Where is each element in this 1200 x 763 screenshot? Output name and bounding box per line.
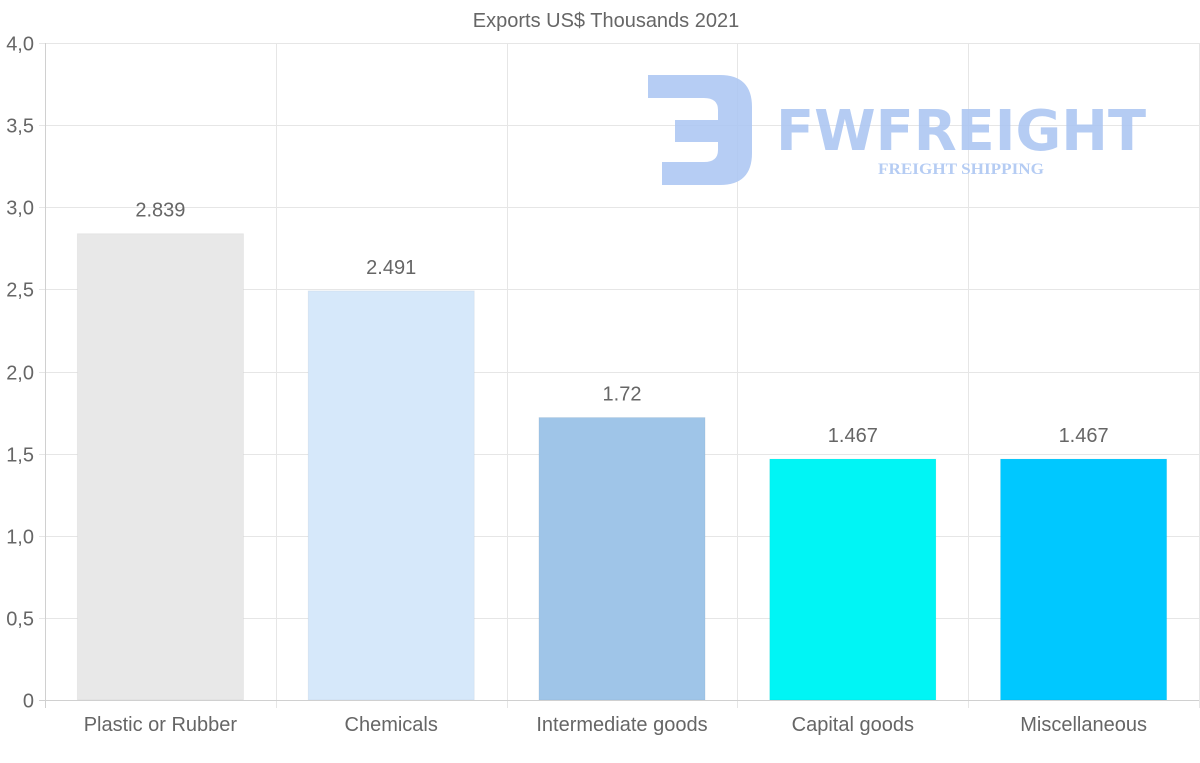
y-tick-label: 2,5 — [6, 280, 34, 302]
bar-value-label: 1.72 — [603, 383, 642, 405]
bar[interactable] — [538, 416, 706, 701]
bar[interactable] — [1000, 458, 1168, 701]
y-tick-label: 3,0 — [6, 198, 34, 220]
y-tick-label: 0,5 — [6, 609, 34, 631]
watermark-tagline: FREIGHT SHIPPING — [878, 161, 1045, 178]
bar-value-label: 1.467 — [828, 425, 878, 447]
x-tick-label: Plastic or Rubber — [84, 714, 238, 736]
y-tick-label: 3,5 — [6, 116, 34, 138]
watermark-logo-icon — [648, 75, 752, 185]
bar[interactable] — [76, 233, 244, 701]
x-tick-label: Miscellaneous — [1020, 714, 1147, 736]
bar-value-label: 1.467 — [1059, 425, 1109, 447]
bar-value-label: 2.839 — [135, 200, 185, 222]
axes: 0 0,5 1,0 1,5 2,0 2,5 3,0 3,5 4,0 Plastic or Rubb… — [6, 34, 1199, 736]
bar[interactable] — [769, 458, 937, 701]
y-tick-label: 1,5 — [6, 445, 34, 467]
bars: 2.839 2.491 1.72 1.467 1.467 — [76, 200, 1168, 701]
bar-value-label: 2.491 — [366, 257, 416, 279]
y-tick-label: 1,0 — [6, 527, 34, 549]
watermark-text: FWFREIGHT — [776, 99, 1146, 164]
watermark: FWFREIGHT FREIGHT SHIPPING — [648, 75, 1146, 185]
x-tick-label: Intermediate goods — [536, 714, 707, 736]
chart-title: Exports US$ Thousands 2021 — [473, 10, 739, 32]
y-tick-label: 2,0 — [6, 363, 34, 385]
y-tick-label: 4,0 — [6, 34, 34, 56]
bar[interactable] — [307, 290, 475, 701]
x-tick-label: Chemicals — [345, 714, 438, 736]
x-tick-label: Capital goods — [792, 714, 914, 736]
y-tick-label: 0 — [23, 691, 34, 713]
